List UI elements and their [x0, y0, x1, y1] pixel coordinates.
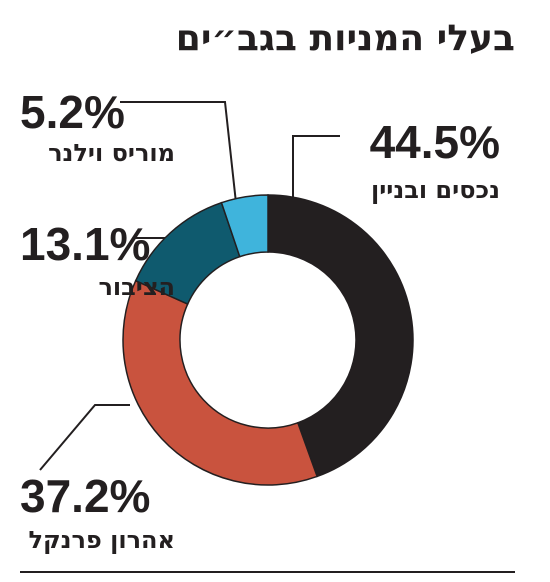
category-label: נכסים ובניין [371, 176, 500, 204]
category-label: הציבור [98, 273, 175, 301]
value-label: 13.1% [20, 218, 150, 270]
category-label: מוריס וילנר [48, 139, 175, 167]
category-label: אהרון פרנקל [28, 526, 175, 554]
value-label: 44.5% [370, 116, 500, 168]
value-label: 37.2% [20, 470, 150, 522]
donut-segment [122, 279, 319, 486]
leader-line [292, 135, 340, 205]
leader-line [120, 101, 238, 213]
leader-line [39, 404, 130, 471]
donut-segment [267, 194, 414, 478]
chart-title: בעלי המניות בגב״ים [176, 18, 515, 59]
donut-segment [220, 194, 269, 258]
value-label: 5.2% [20, 86, 125, 138]
